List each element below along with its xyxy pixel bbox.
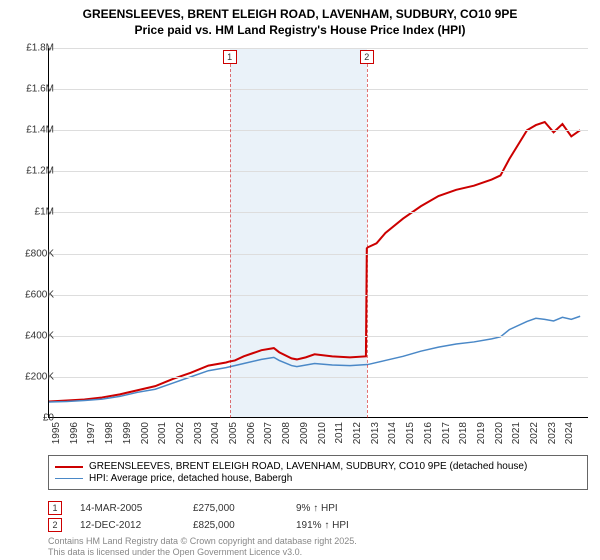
series-hpi xyxy=(49,316,580,402)
footnote-price: £275,000 xyxy=(193,503,278,514)
copyright-line: Contains HM Land Registry data © Crown c… xyxy=(48,536,357,547)
legend-item: HPI: Average price, detached house, Babe… xyxy=(55,473,581,484)
x-axis-label: 2018 xyxy=(458,422,469,444)
footnote-marker: 2 xyxy=(48,518,62,532)
gridline xyxy=(49,48,588,49)
gridline xyxy=(49,377,588,378)
gridline xyxy=(49,254,588,255)
x-axis-label: 2007 xyxy=(263,422,274,444)
gridline xyxy=(49,89,588,90)
y-axis-label: £800K xyxy=(10,248,54,259)
title-line-2: Price paid vs. HM Land Registry's House … xyxy=(0,22,600,38)
x-axis-label: 2004 xyxy=(210,422,221,444)
x-axis-label: 2011 xyxy=(334,422,345,444)
gridline xyxy=(49,130,588,131)
footnote-delta: 191% ↑ HPI xyxy=(296,520,349,531)
footnote-row: 2 12-DEC-2012 £825,000 191% ↑ HPI xyxy=(48,518,588,532)
footnote-date: 12-DEC-2012 xyxy=(80,520,175,531)
x-axis-label: 2012 xyxy=(352,422,363,444)
x-axis-label: 2010 xyxy=(317,422,328,444)
footnote-marker: 1 xyxy=(48,501,62,515)
gridline xyxy=(49,212,588,213)
sale-marker: 2 xyxy=(360,50,374,64)
y-axis-label: £200K xyxy=(10,371,54,382)
legend-item: GREENSLEEVES, BRENT ELEIGH ROAD, LAVENHA… xyxy=(55,461,581,472)
sale-marker-line xyxy=(230,64,231,418)
y-axis-label: £1.4M xyxy=(10,125,54,136)
copyright: Contains HM Land Registry data © Crown c… xyxy=(48,536,357,558)
title-line-1: GREENSLEEVES, BRENT ELEIGH ROAD, LAVENHA… xyxy=(0,6,600,22)
legend-label: GREENSLEEVES, BRENT ELEIGH ROAD, LAVENHA… xyxy=(89,461,527,472)
plot-area: 12 xyxy=(48,48,588,418)
legend-swatch xyxy=(55,478,83,479)
chart-container: GREENSLEEVES, BRENT ELEIGH ROAD, LAVENHA… xyxy=(0,0,600,560)
x-axis-label: 2008 xyxy=(281,422,292,444)
x-axis-label: 1998 xyxy=(104,422,115,444)
y-axis-label: £1.6M xyxy=(10,84,54,95)
x-axis-label: 2003 xyxy=(193,422,204,444)
x-axis-label: 2023 xyxy=(547,422,558,444)
footnote-delta: 9% ↑ HPI xyxy=(296,503,338,514)
x-axis-label: 2013 xyxy=(370,422,381,444)
x-axis-label: 1996 xyxy=(69,422,80,444)
y-axis-label: £0 xyxy=(10,413,54,424)
x-axis-label: 2000 xyxy=(140,422,151,444)
x-axis-label: 2019 xyxy=(476,422,487,444)
gridline xyxy=(49,171,588,172)
chart-svg xyxy=(49,48,588,417)
x-axis-label: 2014 xyxy=(387,422,398,444)
sale-marker-line xyxy=(367,64,368,418)
y-axis-label: £600K xyxy=(10,289,54,300)
x-axis-label: 2002 xyxy=(175,422,186,444)
x-axis-label: 2009 xyxy=(299,422,310,444)
x-axis-label: 2024 xyxy=(564,422,575,444)
x-axis-label: 2021 xyxy=(511,422,522,444)
y-axis-label: £1M xyxy=(10,207,54,218)
x-axis-label: 2015 xyxy=(405,422,416,444)
copyright-line: This data is licensed under the Open Gov… xyxy=(48,547,357,558)
legend-swatch xyxy=(55,466,83,468)
x-axis-label: 2020 xyxy=(494,422,505,444)
series-property xyxy=(49,122,580,402)
x-axis-label: 2022 xyxy=(529,422,540,444)
x-axis-label: 2017 xyxy=(441,422,452,444)
gridline xyxy=(49,295,588,296)
x-axis-label: 1995 xyxy=(51,422,62,444)
x-axis-label: 2006 xyxy=(246,422,257,444)
y-axis-label: £1.8M xyxy=(10,43,54,54)
sale-marker: 1 xyxy=(223,50,237,64)
x-axis-label: 1999 xyxy=(122,422,133,444)
footnote-price: £825,000 xyxy=(193,520,278,531)
footnote-date: 14-MAR-2005 xyxy=(80,503,175,514)
footnote-row: 1 14-MAR-2005 £275,000 9% ↑ HPI xyxy=(48,501,588,515)
legend-label: HPI: Average price, detached house, Babe… xyxy=(89,473,292,484)
footnotes: 1 14-MAR-2005 £275,000 9% ↑ HPI 2 12-DEC… xyxy=(48,498,588,535)
chart-title: GREENSLEEVES, BRENT ELEIGH ROAD, LAVENHA… xyxy=(0,0,600,38)
y-axis-label: £1.2M xyxy=(10,166,54,177)
y-axis-label: £400K xyxy=(10,330,54,341)
x-axis-label: 2016 xyxy=(423,422,434,444)
x-axis-label: 1997 xyxy=(86,422,97,444)
x-axis-label: 2001 xyxy=(157,422,168,444)
x-axis-label: 2005 xyxy=(228,422,239,444)
gridline xyxy=(49,336,588,337)
legend-box: GREENSLEEVES, BRENT ELEIGH ROAD, LAVENHA… xyxy=(48,455,588,490)
